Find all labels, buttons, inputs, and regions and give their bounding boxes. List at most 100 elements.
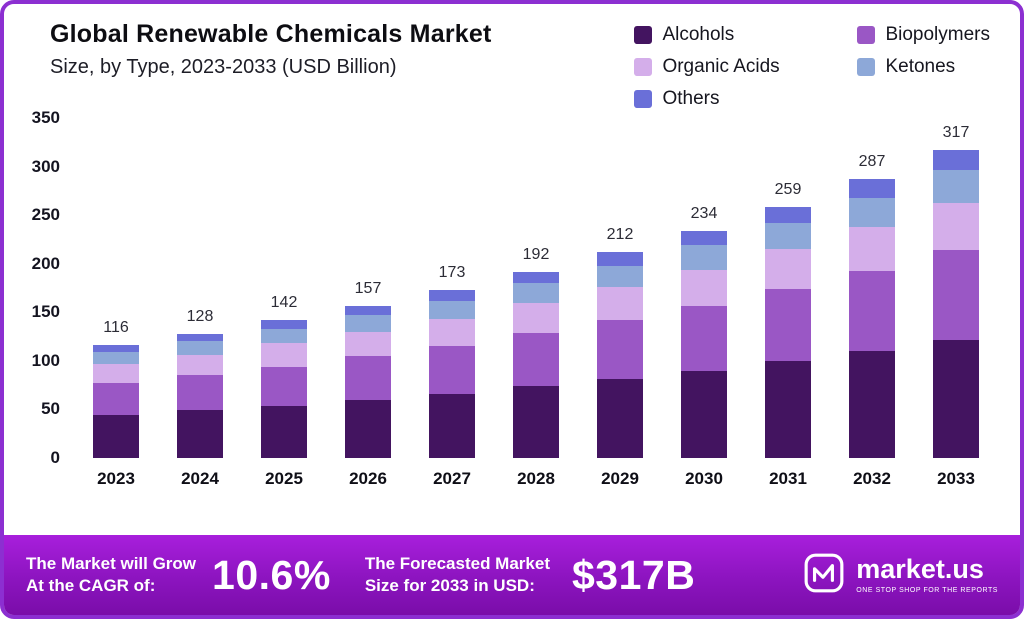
logo-text-block: market.us ONE STOP SHOP FOR THE REPORTS [856, 556, 998, 595]
segment-ketones [177, 341, 223, 356]
bar-total-label: 212 [606, 226, 634, 244]
y-tick-label: 350 [31, 108, 60, 127]
forecast-value: $317B [572, 551, 696, 598]
forecast-label-line2: Size for 2033 in USD: [364, 576, 535, 595]
bar-area: 287 [849, 118, 895, 458]
segment-ketones [429, 300, 475, 320]
legend-swatch-others [634, 90, 653, 108]
bar-column-2028: 192 2028 [494, 118, 578, 489]
chart-area: 0 50 100 150 200 250 300 350 116 2023 128 2024 142 2… [4, 108, 1020, 489]
bar-area: 212 [597, 118, 643, 458]
bar-total-label: 128 [186, 307, 214, 325]
bar-column-2027: 173 2027 [410, 118, 494, 489]
x-axis-label: 2033 [937, 469, 975, 488]
bottom-banner: The Market will Grow At the CAGR of: 10.… [4, 535, 1020, 615]
bar-column-2032: 287 2032 [830, 118, 914, 489]
segment-others [261, 320, 307, 329]
segment-alcohols [849, 351, 895, 458]
segment-organic-acids [597, 287, 643, 321]
segment-alcohols [681, 370, 727, 458]
bar-stack [261, 320, 307, 458]
segment-organic-acids [429, 319, 475, 347]
x-axis-label: 2032 [853, 469, 891, 488]
bar-column-2030: 234 2030 [662, 118, 746, 489]
legend-swatch-organic-acids [634, 58, 653, 76]
bar-stack [93, 345, 139, 458]
x-axis-label: 2028 [517, 469, 555, 488]
segment-others [345, 305, 391, 316]
segment-ketones [849, 197, 895, 227]
segment-organic-acids [933, 202, 979, 251]
bar-area: 142 [261, 118, 307, 458]
forecast-label-line1: The Forecasted Market [364, 553, 550, 573]
segment-ketones [261, 328, 307, 344]
segment-biopolymers [765, 289, 811, 361]
y-tick-label: 250 [31, 205, 60, 225]
bar-area: 234 [681, 118, 727, 458]
segment-biopolymers [261, 366, 307, 406]
segment-biopolymers [177, 375, 223, 411]
bar-column-2029: 212 2029 [578, 118, 662, 489]
bar-total-label: 173 [438, 263, 466, 281]
segment-ketones [345, 315, 391, 332]
cagr-label-line2: At the CAGR of: [26, 576, 156, 595]
x-axis-label: 2029 [601, 469, 639, 488]
x-axis-label: 2031 [769, 469, 807, 488]
bar-area: 128 [177, 118, 223, 458]
legend-label: Organic Acids [662, 56, 780, 77]
legend-swatch-alcohols [634, 26, 653, 44]
segment-others [177, 333, 223, 342]
bar-area: 192 [513, 118, 559, 458]
legend-item-alcohols: Alcohols [634, 24, 829, 46]
segment-ketones [597, 265, 643, 288]
segment-others [429, 289, 475, 301]
segment-biopolymers [933, 250, 979, 340]
marketus-logo: market.us ONE STOP SHOP FOR THE REPORTS [803, 552, 998, 599]
segment-biopolymers [681, 305, 727, 371]
bar-total-label: 317 [942, 124, 970, 142]
legend: Alcohols Biopolymers Organic Acids Ketones O… [634, 20, 990, 110]
segment-organic-acids [345, 331, 391, 357]
segment-others [93, 345, 139, 353]
bar-stack [849, 179, 895, 458]
bar-total-label: 116 [103, 319, 129, 337]
chart-title: Global Renewable Chemicals Market [50, 20, 492, 48]
segment-biopolymers [429, 346, 475, 394]
segment-ketones [765, 223, 811, 250]
y-tick-label: 100 [31, 350, 60, 370]
bar-column-2024: 128 2024 [158, 118, 242, 489]
y-tick-label: 300 [31, 156, 60, 176]
legend-item-ketones: Ketones [857, 56, 990, 78]
bar-total-label: 192 [522, 245, 550, 263]
y-axis: 0 50 100 150 200 250 300 350 [18, 108, 74, 467]
bar-area: 173 [429, 118, 475, 458]
bar-area: 259 [765, 118, 811, 458]
header: Global Renewable Chemicals Market Size, … [4, 4, 1020, 110]
bar-area: 157 [345, 118, 391, 458]
segment-alcohols [765, 360, 811, 458]
bar-total-label: 157 [354, 279, 382, 297]
segment-others [933, 150, 979, 171]
segment-alcohols [933, 339, 979, 458]
bar-total-label: 259 [774, 180, 802, 198]
x-axis-label: 2027 [433, 469, 471, 488]
legend-swatch-biopolymers [857, 26, 876, 44]
y-tick-label: 0 [50, 448, 60, 467]
bar-column-2025: 142 2025 [242, 118, 326, 489]
segment-others [765, 206, 811, 224]
bar-column-2031: 259 2031 [746, 118, 830, 489]
x-axis-label: 2024 [181, 469, 219, 488]
segment-others [513, 271, 559, 284]
legend-item-organic-acids: Organic Acids [634, 56, 829, 78]
x-axis-label: 2025 [265, 469, 303, 488]
bar-stack [765, 206, 811, 458]
segment-organic-acids [513, 302, 559, 333]
plot-area: 116 2023 128 2024 142 2025 157 2026 173 2027 192 20… [74, 118, 998, 489]
marketus-logo-icon [803, 552, 845, 599]
chart-subtitle: Size, by Type, 2023-2033 (USD Billion) [50, 56, 397, 78]
bar-column-2033: 317 2033 [914, 118, 998, 489]
segment-organic-acids [681, 269, 727, 306]
segment-others [681, 230, 727, 246]
legend-label: Ketones [885, 56, 956, 77]
